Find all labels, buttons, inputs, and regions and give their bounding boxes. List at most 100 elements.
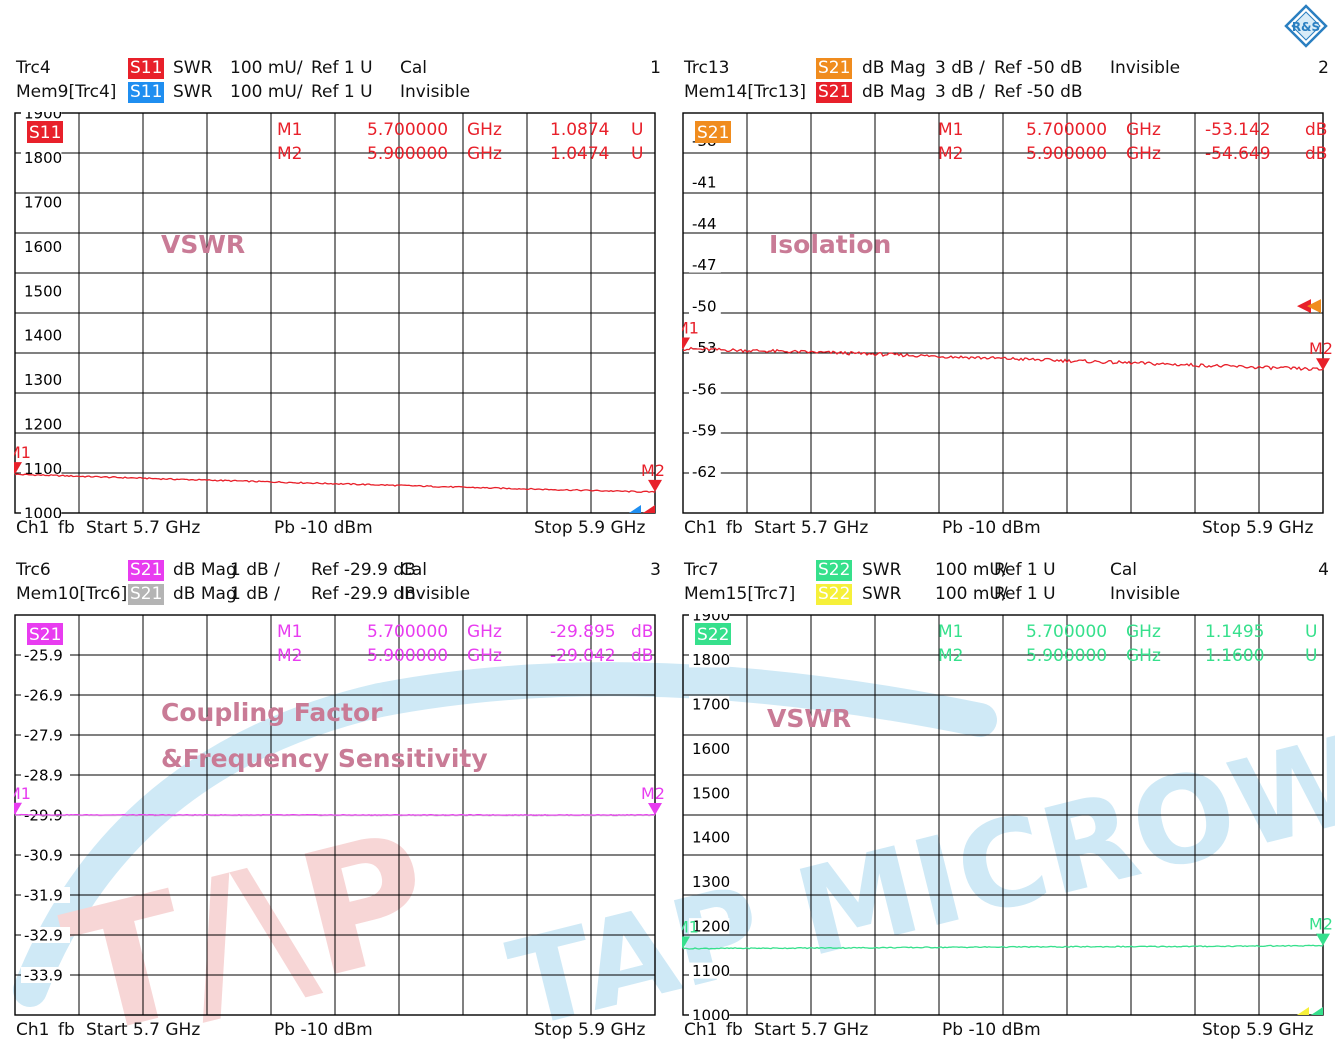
- marker-m1-field: U: [631, 120, 643, 140]
- y-tick-label: 1200: [692, 918, 730, 936]
- y-tick-label: -44: [692, 215, 717, 233]
- vna-panel-3[interactable]: Trc6 S21 dB Mag 1 dB / Ref -29.9 dB Cal Mem10[…: [14, 560, 667, 1060]
- param-badge[interactable]: S21: [128, 584, 165, 605]
- scale-label: 3 dB /: [935, 82, 985, 102]
- marker-m1-field: GHz: [467, 622, 502, 642]
- annotation-text: VSWR: [767, 704, 851, 733]
- offscale-indicator-icon: [1311, 1007, 1323, 1015]
- y-tick-label: 1500: [24, 282, 62, 300]
- state-label: Cal: [400, 58, 428, 78]
- y-tick-label: -50: [692, 298, 717, 316]
- channel-label: Ch1: [684, 518, 718, 538]
- plot-area: -38-41-44-47-50-53-56-59-62S21M15.700000…: [682, 112, 1333, 514]
- ref-label: Ref 1 U: [311, 58, 373, 78]
- scale-label: 100 mU/: [935, 584, 1008, 604]
- marker-m2-field: -54.649: [1205, 144, 1271, 164]
- stop-frequency: Stop 5.9 GHz: [1202, 1020, 1314, 1040]
- y-tick-label: 1800: [692, 651, 730, 669]
- marker-m1-field: dB: [1305, 120, 1327, 140]
- sweep-mode-label: fb: [726, 1020, 743, 1040]
- marker-m2-field: dB: [1305, 144, 1327, 164]
- marker-m1-field: M1: [938, 120, 963, 140]
- rohde-schwarz-logo-icon: R&S: [1284, 4, 1328, 48]
- ref-label: Ref 1 U: [994, 584, 1056, 604]
- y-tick-label: -31.9: [24, 887, 63, 905]
- sweep-mode-label: fb: [726, 518, 743, 538]
- marker-m1-field: GHz: [1126, 622, 1161, 642]
- trace-name: Trc6: [16, 560, 51, 580]
- marker-m2-field: GHz: [467, 646, 502, 666]
- param-badge[interactable]: S21: [128, 560, 165, 581]
- param-badge[interactable]: S11: [128, 82, 165, 103]
- marker-m1-triangle: [14, 802, 22, 815]
- marker-m2-field: 5.900000: [1026, 646, 1107, 666]
- y-tick-label: -28.9: [24, 767, 63, 785]
- y-tick-label: -27.9: [24, 727, 63, 745]
- vna-panel-4[interactable]: Trc7 S22 SWR 100 mU/Ref 1 U Cal Mem15[Trc7] S2…: [682, 560, 1335, 1060]
- marker-m1-field: M1: [938, 622, 963, 642]
- start-frequency: Start 5.7 GHz: [86, 518, 201, 538]
- state-label: Invisible: [1110, 584, 1181, 604]
- y-tick-label: 1700: [24, 193, 62, 211]
- marker-m2-field: GHz: [1126, 646, 1161, 666]
- state-label: Invisible: [400, 584, 471, 604]
- marker-m1-triangle: [14, 462, 22, 475]
- channel-label: Ch1: [684, 1020, 718, 1040]
- marker-m2-triangle: [1316, 358, 1330, 371]
- param-badge[interactable]: S22: [816, 584, 853, 605]
- format-label: SWR: [173, 58, 213, 78]
- channel-label: Ch1: [16, 1020, 50, 1040]
- marker-m1-label: M1: [682, 918, 699, 937]
- annotation-text: Isolation: [769, 230, 891, 259]
- marker-m2-label: M2: [641, 461, 665, 480]
- scale-label: 100 mU/: [230, 58, 303, 78]
- marker-m1-field: 5.700000: [1026, 622, 1107, 642]
- channel-footer: Ch1 fb Start 5.7 GHz Pb -10 dBm Stop 5.9 GHz: [682, 518, 1335, 542]
- marker-m2-field: dB: [631, 646, 653, 666]
- offscale-indicator-icon: [643, 505, 655, 513]
- param-badge[interactable]: S11: [128, 58, 165, 79]
- marker-m1-field: 5.700000: [367, 120, 448, 140]
- y-tick-label: 1300: [692, 873, 730, 891]
- power-label: Pb -10 dBm: [942, 518, 1041, 538]
- sweep-mode-label: fb: [58, 518, 75, 538]
- active-trace-badge: [695, 623, 731, 645]
- state-label: Cal: [400, 560, 428, 580]
- param-badge[interactable]: S21: [816, 58, 853, 79]
- y-tick-label: 1300: [24, 371, 62, 389]
- y-tick-label: 1600: [24, 238, 62, 256]
- marker-m2-field: -29.042: [550, 646, 616, 666]
- y-tick-label: 1000: [24, 505, 62, 519]
- header-row1: Trc13 S21 dB Mag 3 dB / Ref -50 dB Invisible: [682, 58, 1335, 82]
- marker-m1-field: M1: [277, 622, 302, 642]
- channel-footer: Ch1 fb Start 5.7 GHz Pb -10 dBm Stop 5.9 GHz: [14, 1020, 667, 1044]
- plot-area: 1900 1800 1700 1600 1500 1400 1300 1200 1100 1000…: [14, 112, 665, 519]
- param-badge[interactable]: S21: [816, 82, 853, 103]
- param-badge[interactable]: S22: [816, 560, 853, 581]
- header-row2: Mem14[Trc13] S21 dB Mag 3 dB / Ref -50 dB: [682, 82, 1335, 106]
- trace-name: Mem15[Trc7]: [684, 584, 796, 604]
- y-tick-label: 1100: [24, 460, 62, 478]
- start-frequency: Start 5.7 GHz: [754, 1020, 869, 1040]
- channel-footer: Ch1 fb Start 5.7 GHz Pb -10 dBm Stop 5.9 GHz: [14, 518, 667, 542]
- marker-m2-triangle: [1316, 933, 1330, 946]
- active-trace-badge: [27, 623, 63, 645]
- vna-panel-2[interactable]: Trc13 S21 dB Mag 3 dB / Ref -50 dB Invisible M…: [682, 58, 1335, 558]
- vna-panel-1[interactable]: Trc4 S11 SWR 100 mU/Ref 1 U Cal Mem9[Trc4] S11…: [14, 58, 667, 558]
- annotation-text: &Frequency Sensitivity: [161, 744, 488, 773]
- trace-name: Mem9[Trc4]: [16, 82, 117, 102]
- y-tick-label: -26.9: [24, 687, 63, 705]
- y-tick-label: 1200: [24, 416, 62, 434]
- y-tick-label: 1400: [692, 829, 730, 847]
- marker-m1-field: 5.700000: [367, 622, 448, 642]
- marker-m2-label: M2: [1309, 915, 1333, 934]
- format-label: dB Mag: [862, 58, 926, 78]
- y-tick-label: -62: [692, 463, 717, 481]
- active-trace-badge: [27, 121, 63, 143]
- format-label: SWR: [862, 560, 902, 580]
- plot-area: 1900 1800 1700 1600 1500 1400 1300 1200 1100 1000…: [682, 614, 1333, 1020]
- y-tick-label: -25.9: [24, 647, 63, 665]
- trace-line-s22: [682, 944, 1324, 950]
- y-tick-label: -59: [692, 422, 717, 440]
- stop-frequency: Stop 5.9 GHz: [534, 518, 646, 538]
